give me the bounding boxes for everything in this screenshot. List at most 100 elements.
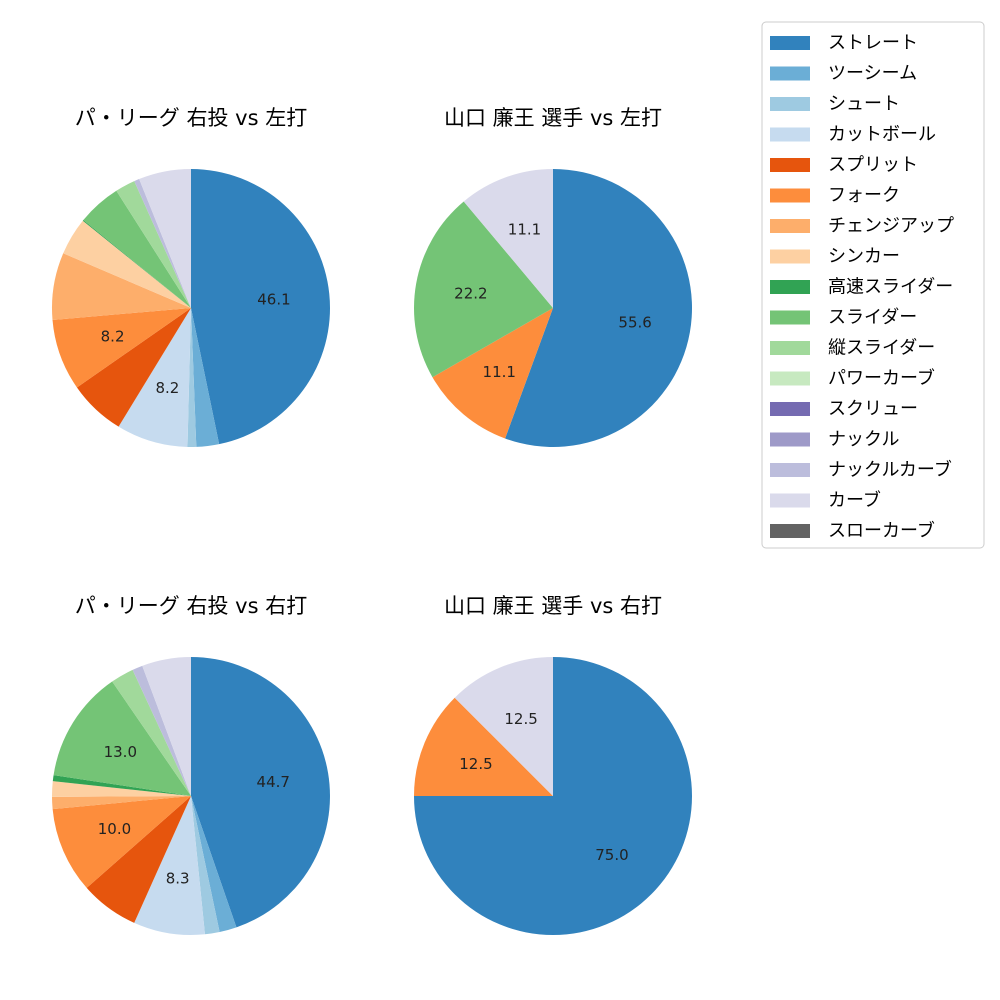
legend-item: カーブ xyxy=(770,489,881,511)
chart-title: 山口 廉王 選手 vs 右打 xyxy=(444,594,662,618)
legend-swatch xyxy=(770,524,810,538)
pie-slice-カットボール xyxy=(134,796,205,936)
legend-item: スプリット xyxy=(770,155,918,176)
pie-chart-right-batters-pitcher: 山口 廉王 選手 vs 右打 75.0 12.5 12.5 xyxy=(414,594,692,935)
slice-value-label: 8.3 xyxy=(166,869,190,887)
pie-slice-縦スライダー xyxy=(112,669,191,796)
legend-swatch xyxy=(770,249,810,264)
slice-value-label: 12.5 xyxy=(504,710,537,728)
pie-slice-ストレート xyxy=(191,657,330,928)
pie-slice-カットボール xyxy=(118,308,191,447)
legend: ストレートツーシームシュートカットボールスプリットフォークチェンジアップシンカー… xyxy=(761,21,985,549)
legend-label: パワーカーブ xyxy=(828,367,935,389)
chart-title: パ・リーグ 右投 vs 右打 xyxy=(75,594,307,618)
pie-slice-ナックルカーブ xyxy=(134,179,191,308)
legend-label: ツーシーム xyxy=(828,63,917,84)
legend-label: シュート xyxy=(828,94,900,115)
legend-label: スローカーブ xyxy=(828,520,935,542)
legend-swatch xyxy=(770,97,810,111)
legend-label: スクリュー xyxy=(828,399,918,420)
legend-item: 縦スライダー xyxy=(770,338,935,359)
pie-slice-カーブ xyxy=(142,657,191,796)
legend-item: シュート xyxy=(770,94,900,115)
slice-value-label: 8.2 xyxy=(155,379,179,397)
legend-swatch xyxy=(770,310,810,325)
legend-label: ストレート xyxy=(828,33,918,54)
slice-value-label: 11.1 xyxy=(483,363,516,381)
legend-item: スライダー xyxy=(770,307,917,328)
chart-title: 山口 廉王 選手 vs 左打 xyxy=(444,106,662,130)
legend-item: 高速スライダー xyxy=(770,277,953,298)
slice-value-label: 12.5 xyxy=(459,755,492,773)
pie-slice-スライダー xyxy=(414,201,553,378)
pie-chart-left-batters-league: パ・リーグ 右投 vs 左打 46.1 8.2 8.2 xyxy=(51,106,331,447)
legend-item: パワーカーブ xyxy=(770,367,935,389)
pie-slice-ナックルカーブ xyxy=(132,665,191,796)
pie-slice-シンカー xyxy=(51,781,191,797)
legend-item: スクリュー xyxy=(770,399,918,420)
legend-swatch xyxy=(770,432,810,447)
pie-slice-ストレート xyxy=(191,169,331,445)
slice-value-label: 13.0 xyxy=(104,743,137,761)
legend-swatch xyxy=(770,158,810,172)
pie-slice-シンカー xyxy=(63,220,192,308)
legend-label: スライダー xyxy=(828,307,917,328)
legend-swatch xyxy=(770,36,810,50)
slice-value-label: 44.7 xyxy=(257,773,290,791)
pie-slice-カーブ xyxy=(463,169,553,308)
slice-value-label: 75.0 xyxy=(595,846,628,864)
pie-slice-フォーク xyxy=(52,308,192,388)
pie-chart-left-batters-pitcher: 山口 廉王 選手 vs 左打 55.6 11.1 22.2 11.1 xyxy=(414,106,693,447)
legend-label: カーブ xyxy=(828,489,881,511)
legend-item: チェンジアップ xyxy=(770,216,954,237)
legend-label: チェンジアップ xyxy=(828,216,954,237)
legend-swatch xyxy=(770,341,810,355)
pie-slice-フォーク xyxy=(414,697,553,796)
legend-swatch xyxy=(770,280,810,294)
legend-swatch xyxy=(770,127,810,142)
pie-slice-カーブ xyxy=(454,657,553,796)
pie-slice-スライダー xyxy=(53,681,191,796)
pie-slice-チェンジアップ xyxy=(52,796,191,810)
slice-value-label: 8.2 xyxy=(101,327,125,345)
pie-slice-シュート xyxy=(191,796,220,935)
pie-slice-スプリット xyxy=(86,796,191,923)
legend-swatch xyxy=(770,402,810,416)
legend-item: ナックル xyxy=(770,429,899,450)
legend-swatch xyxy=(770,66,810,81)
legend-item: ツーシーム xyxy=(770,63,917,84)
pie-slice-チェンジアップ xyxy=(51,253,191,320)
legend-swatch xyxy=(770,493,810,508)
pie-slice-フォーク xyxy=(432,308,553,439)
legend-item: スローカーブ xyxy=(770,520,935,542)
chart-title: パ・リーグ 右投 vs 左打 xyxy=(75,106,307,130)
pie-slice-ツーシーム xyxy=(191,308,220,447)
slice-value-label: 11.1 xyxy=(508,221,541,239)
slice-value-label: 22.2 xyxy=(454,284,487,302)
legend-label: ナックル xyxy=(828,429,899,450)
pie-slice-縦スライダー xyxy=(116,181,191,308)
pie-slice-ツーシーム xyxy=(191,796,237,933)
legend-label: ナックルカーブ xyxy=(828,459,952,481)
legend-frame xyxy=(761,21,985,549)
legend-label: 縦スライダー xyxy=(828,338,935,359)
legend-label: シンカー xyxy=(828,246,900,267)
pie-slice-シュート xyxy=(187,308,197,447)
slice-value-label: 55.6 xyxy=(618,314,651,332)
pie-slice-高速スライダー xyxy=(82,220,191,308)
legend-swatch xyxy=(770,219,810,233)
pie-slice-スプリット xyxy=(76,308,191,427)
legend-item: シンカー xyxy=(770,246,900,267)
slice-value-label: 46.1 xyxy=(257,291,290,309)
legend-swatch xyxy=(770,188,810,203)
pie-slice-高速スライダー xyxy=(52,775,191,796)
legend-swatch xyxy=(770,371,810,386)
pie-slice-フォーク xyxy=(52,796,192,888)
pie-slice-ストレート xyxy=(505,168,693,447)
legend-label: スプリット xyxy=(828,155,918,176)
legend-swatch xyxy=(770,463,810,477)
pie-slice-スライダー xyxy=(83,190,191,308)
legend-label: 高速スライダー xyxy=(828,277,953,298)
legend-label: フォーク xyxy=(828,185,900,206)
pie-slice-カーブ xyxy=(139,169,191,308)
